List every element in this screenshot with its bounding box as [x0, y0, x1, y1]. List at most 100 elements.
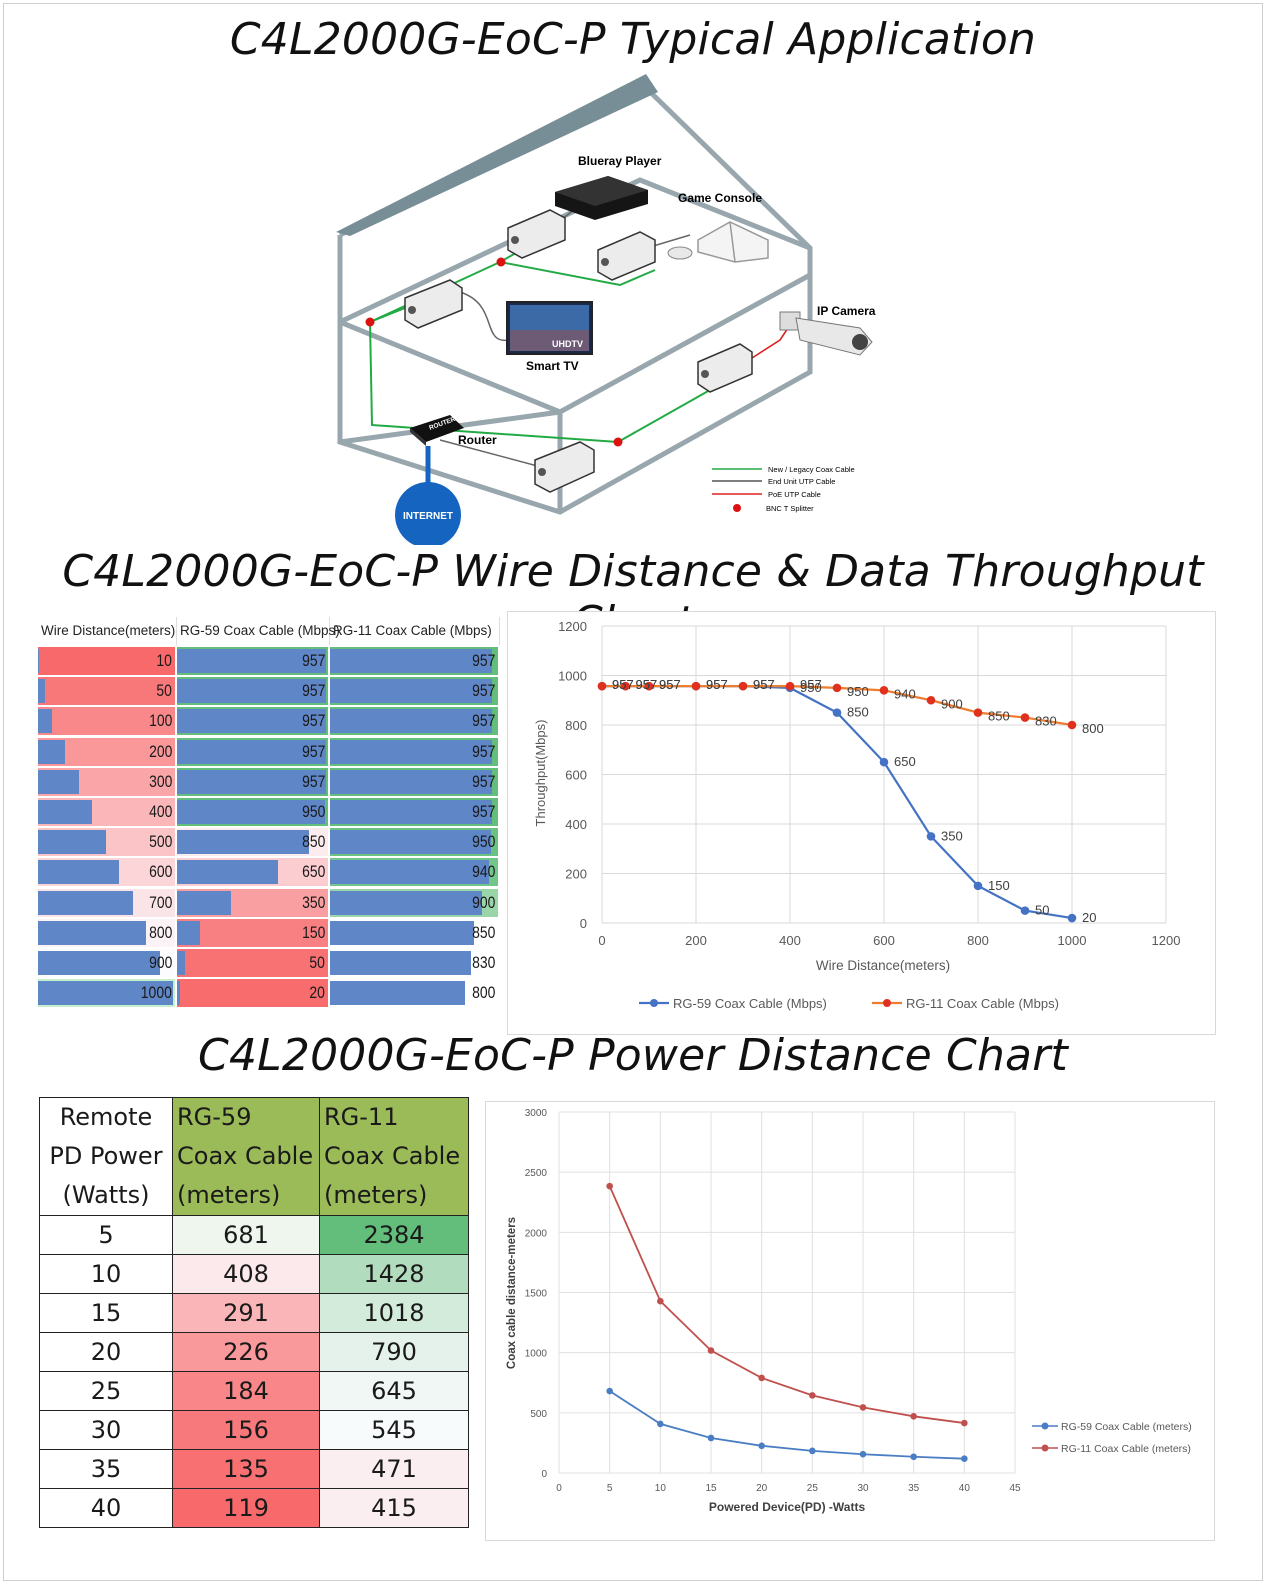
wire-cell-value: 700	[148, 892, 172, 912]
wire-data-bar	[330, 890, 483, 915]
wire-cell-value: 850	[301, 832, 325, 852]
throughput-data-label: 150	[988, 878, 1010, 893]
wire-cell-rg11: 950	[330, 828, 498, 857]
throughput-ylabel: Throughput(Mbps)	[533, 720, 548, 827]
throughput-point	[926, 832, 936, 841]
power-table-row: 5 681 2384	[39, 1215, 469, 1255]
wire-cell-rg11: 850	[330, 918, 498, 947]
wire-cell-rg59: 957	[177, 647, 328, 675]
throughput-ytick: 200	[565, 867, 587, 882]
page-frame	[3, 3, 1263, 1581]
power-cell-rg11: 1428	[319, 1254, 469, 1294]
wire-data-bar	[177, 679, 326, 704]
throughput-point	[879, 757, 889, 767]
wire-cell-rg59: 950	[177, 798, 328, 826]
throughput-xtick: 200	[685, 933, 707, 948]
throughput-data-label: 850	[988, 709, 1010, 724]
throughput-xtick: 800	[967, 933, 989, 948]
throughput-ytick: 600	[565, 768, 587, 783]
throughput-ytick: 0	[580, 916, 587, 931]
wire-data-bar	[177, 649, 326, 673]
wire-cell-rg59: 20	[177, 979, 328, 1008]
wire-data-bar	[330, 679, 492, 704]
wire-data-bar	[38, 739, 65, 764]
eoc-unit-connectors	[408, 236, 709, 476]
wire-cell-value: 300	[148, 771, 172, 791]
wire-cell-rg59: 957	[177, 707, 328, 736]
wire-data-bar	[330, 920, 474, 945]
power-point	[657, 1297, 664, 1305]
wire-cell-rg59: 350	[177, 888, 328, 917]
throughput-xlabel: Wire Distance(meters)	[816, 958, 950, 973]
wire-data-bar	[177, 800, 325, 824]
power-cell-rg59: 681	[172, 1215, 320, 1255]
throughput-point	[1067, 720, 1077, 730]
wire-cell-value: 600	[148, 862, 172, 882]
ip-camera	[779, 311, 873, 356]
wire-cell-value: 950	[301, 802, 325, 821]
throughput-data-label: 830	[1035, 714, 1057, 729]
game-console-label: Game Console	[678, 191, 762, 205]
wire-cell-value: 1000	[140, 983, 172, 1003]
throughput-lines	[597, 681, 1077, 923]
wire-data-bar	[330, 709, 492, 734]
power-xtick: 5	[607, 1483, 613, 1494]
wire-cell-d: 100	[38, 707, 175, 736]
throughput-data-label: 20	[1082, 910, 1096, 925]
throughput-point	[785, 681, 795, 691]
wire-cell-value: 10	[156, 651, 172, 670]
power-header-rg11-l3: (meters)	[324, 1181, 428, 1209]
throughput-point	[832, 708, 842, 717]
power-cell-rg59: 135	[172, 1449, 320, 1489]
throughput-data-label: 850	[847, 705, 869, 720]
wire-data-bar	[177, 830, 310, 855]
wire-cell-d: 400	[38, 798, 175, 826]
throughput-data-label: 950	[800, 680, 822, 695]
smart-tv-label: Smart TV	[526, 359, 579, 373]
wire-cell-value: 350	[301, 892, 325, 912]
wire-cell-d: 600	[38, 858, 175, 887]
power-header-watts: Remote PD Power (Watts)	[39, 1097, 173, 1216]
throughput-xtick: 400	[779, 933, 801, 948]
wire-distance-table: Wire Distance(meters) RG-59 Coax Cable (…	[38, 617, 500, 1015]
throughput-data-label: 350	[941, 828, 963, 843]
power-header-rg11-l2: Coax Cable	[324, 1142, 461, 1170]
wire-header-rg11: RG-11 Coax Cable (Mbps)	[330, 617, 500, 645]
blueray-label: Blueray Player	[578, 154, 662, 168]
power-point	[961, 1455, 968, 1462]
power-cell-w: 15	[39, 1293, 173, 1333]
throughput-data-label: 957	[636, 677, 658, 692]
wire-cell-rg11: 957	[330, 798, 498, 826]
power-distance-table: Remote PD Power (Watts) RG-59 Coax Cable…	[39, 1097, 469, 1528]
power-point	[606, 1387, 613, 1395]
wire-data-bar	[330, 649, 492, 673]
power-header-watts-l1: Remote	[59, 1103, 153, 1131]
power-header-watts-l3: (Watts)	[62, 1181, 150, 1209]
wire-data-bar	[38, 769, 79, 794]
wire-data-bar	[38, 890, 133, 915]
power-cell-rg11: 645	[319, 1371, 469, 1411]
power-xtick: 45	[1009, 1483, 1021, 1494]
wire-cell-value: 150	[301, 922, 325, 942]
throughput-data-label: 957	[706, 677, 728, 692]
power-point	[809, 1392, 816, 1399]
throughput-point	[691, 681, 701, 691]
power-point	[758, 1374, 765, 1382]
throughput-xtick: 1200	[1152, 933, 1181, 948]
legend-utp: End Unit UTP Cable	[768, 477, 835, 486]
power-ytick: 1500	[525, 1289, 548, 1300]
throughput-xtick: 0	[598, 933, 605, 948]
wire-cell-value: 20	[309, 983, 325, 1003]
power-cell-rg11: 2384	[319, 1215, 469, 1255]
power-xtick: 35	[908, 1483, 920, 1494]
eoc-units	[404, 209, 753, 493]
wire-cell-d: 800	[38, 918, 175, 947]
wire-cell-d: 700	[38, 888, 175, 917]
power-point	[910, 1413, 917, 1420]
wire-cell-value: 957	[471, 681, 495, 701]
wire-cell-rg11: 900	[330, 888, 498, 917]
wire-cell-rg11: 830	[330, 949, 498, 977]
power-point	[809, 1447, 816, 1455]
wire-data-bar	[177, 860, 279, 885]
